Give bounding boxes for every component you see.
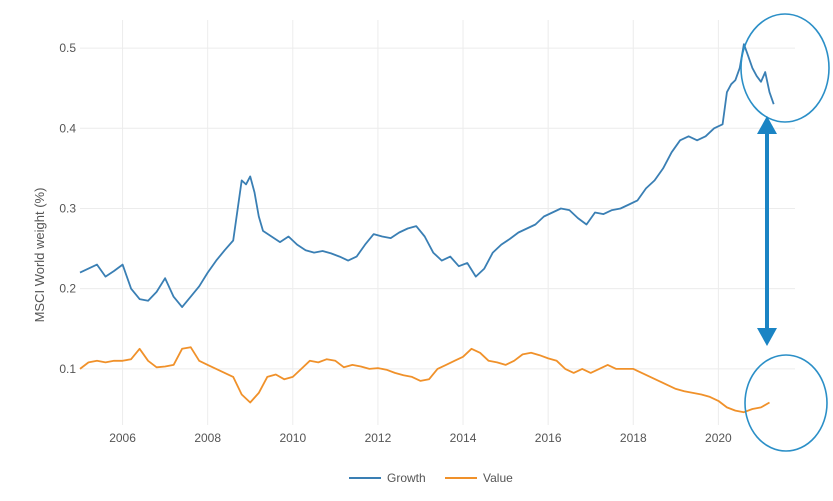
y-axis-ticks: 0.1 0.2 0.3 0.4 0.5 xyxy=(59,41,76,376)
y-tick-label: 0.5 xyxy=(59,41,76,55)
y-tick-label: 0.1 xyxy=(59,362,76,376)
legend-value-label: Value xyxy=(483,471,513,485)
x-tick-label: 2008 xyxy=(194,431,221,445)
series-line-value xyxy=(79,346,770,414)
annotations xyxy=(740,13,830,452)
x-tick-label: 2010 xyxy=(279,431,306,445)
y-tick-label: 0.4 xyxy=(59,121,76,135)
arrow-head-down xyxy=(757,328,777,346)
x-tick-label: 2018 xyxy=(620,431,647,445)
x-tick-label: 2014 xyxy=(450,431,477,445)
x-tick-label: 2012 xyxy=(365,431,392,445)
y-tick-label: 0.2 xyxy=(59,282,76,296)
series-lines xyxy=(79,43,775,414)
x-tick-label: 2020 xyxy=(705,431,732,445)
x-tick-label: 2006 xyxy=(109,431,136,445)
x-tick-label: 2016 xyxy=(535,431,562,445)
legend-growth-label: Growth xyxy=(387,471,426,485)
y-tick-label: 0.3 xyxy=(59,201,76,215)
y-axis-title: MSCI World weight (%) xyxy=(32,188,47,323)
series-line-growth xyxy=(79,43,775,309)
arrow-head-up xyxy=(757,116,777,134)
highlight-circle-top xyxy=(740,13,830,123)
x-axis-ticks: 2006 2008 2010 2012 2014 2016 2018 2020 xyxy=(109,431,732,445)
legend[interactable]: Growth Value xyxy=(349,471,513,485)
grid xyxy=(80,20,795,425)
highlight-circle-bottom xyxy=(744,354,828,452)
